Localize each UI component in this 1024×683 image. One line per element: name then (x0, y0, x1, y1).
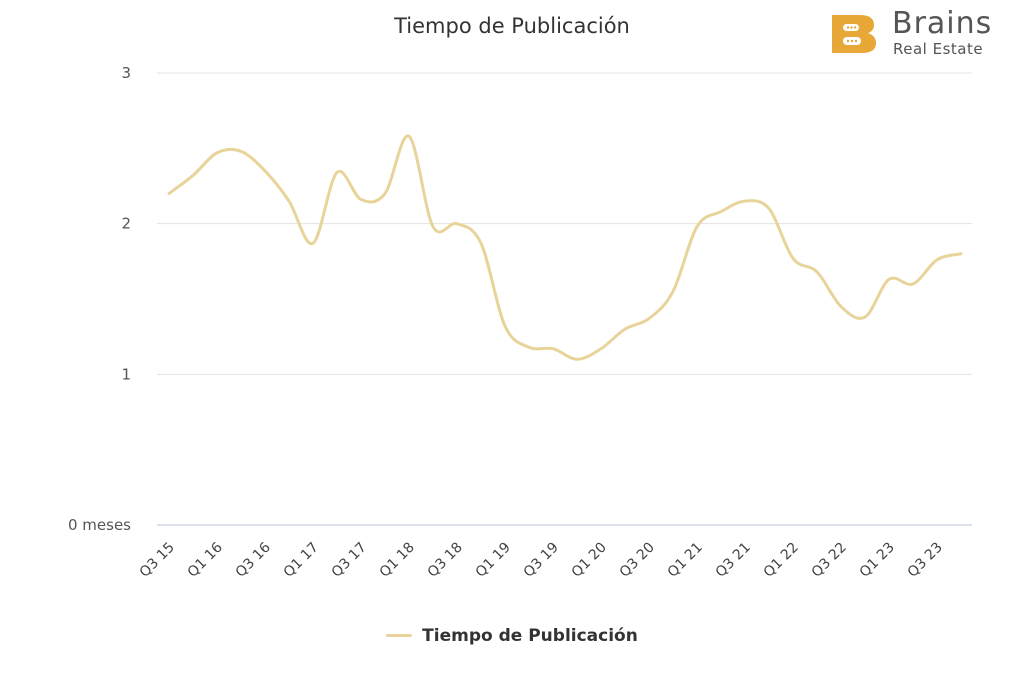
brains-logo: Brains Real Estate (830, 6, 1016, 58)
data-point[interactable] (645, 315, 653, 323)
x-tick-label: Q3 17 (329, 540, 370, 581)
x-tick-label: Q3 23 (905, 540, 946, 581)
data-point[interactable] (189, 171, 197, 179)
y-tick-label: 3 (121, 64, 131, 82)
y-axis-labels: 0 meses 1 2 3 (68, 64, 131, 534)
data-point[interactable] (405, 132, 413, 140)
data-point[interactable] (765, 205, 773, 213)
x-tick-label: Q1 17 (281, 540, 322, 581)
data-point[interactable] (621, 325, 629, 333)
x-tick-label: Q1 19 (473, 540, 514, 581)
data-point[interactable] (669, 287, 677, 295)
data-point[interactable] (597, 345, 605, 353)
data-point[interactable] (429, 223, 437, 231)
x-tick-label: Q3 22 (809, 540, 850, 581)
data-point[interactable] (285, 197, 293, 205)
x-tick-label: Q1 20 (569, 540, 610, 581)
x-axis-labels: Q3 15 Q1 16 Q3 16 Q1 17 Q3 17 Q1 18 Q3 18 Q1 19… (137, 539, 946, 580)
data-point[interactable] (525, 343, 533, 351)
logo-wordmark: Brains (892, 6, 993, 41)
data-point[interactable] (381, 190, 389, 198)
data-point[interactable] (957, 250, 965, 258)
data-point[interactable] (237, 147, 245, 155)
x-tick-label: Q1 21 (665, 540, 706, 581)
data-point[interactable] (885, 275, 893, 283)
chart-title: Tiempo de Publicación (394, 14, 630, 38)
data-point[interactable] (933, 256, 941, 264)
data-point[interactable] (501, 322, 509, 330)
logo-subtitle: Real Estate (893, 40, 984, 58)
data-point[interactable] (165, 190, 173, 198)
data-point[interactable] (477, 239, 485, 247)
data-point[interactable] (789, 254, 797, 262)
data-point[interactable] (693, 223, 701, 231)
y-tick-label: 1 (121, 365, 131, 383)
data-point[interactable] (213, 149, 221, 157)
x-tick-label: Q3 15 (137, 540, 178, 581)
legend-swatch (386, 634, 413, 637)
y-tick-label: 2 (121, 215, 131, 233)
x-tick-label: Q3 16 (233, 539, 274, 580)
x-tick-label: Q1 22 (761, 540, 802, 581)
data-point[interactable] (261, 167, 269, 175)
logo-b-icon (832, 15, 876, 53)
series-layer (165, 132, 965, 363)
y-tick-label: 0 meses (68, 516, 131, 534)
data-point[interactable] (549, 345, 557, 353)
data-point[interactable] (909, 280, 917, 288)
x-tick-label: Q1 16 (185, 539, 226, 580)
legend[interactable]: Tiempo de Publicación (0, 622, 1024, 646)
data-point[interactable] (573, 355, 581, 363)
x-tick-label: Q1 18 (377, 540, 418, 581)
x-tick-label: Q3 18 (425, 540, 466, 581)
data-point[interactable] (837, 303, 845, 311)
x-tick-label: Q1 23 (857, 540, 898, 581)
data-point[interactable] (717, 208, 725, 216)
data-point[interactable] (741, 197, 749, 205)
x-tick-label: Q3 21 (713, 540, 754, 581)
x-tick-label: Q3 19 (521, 540, 562, 581)
data-point[interactable] (861, 313, 869, 321)
series-line-tiempo-de-publicacion[interactable] (167, 134, 963, 361)
grid-lines (157, 72, 972, 526)
data-point[interactable] (309, 239, 317, 247)
data-point[interactable] (453, 220, 461, 228)
data-point[interactable] (357, 196, 365, 204)
data-point[interactable] (333, 168, 341, 176)
data-point[interactable] (813, 268, 821, 276)
x-tick-label: Q3 20 (617, 540, 658, 581)
legend-label: Tiempo de Publicación (422, 625, 638, 646)
